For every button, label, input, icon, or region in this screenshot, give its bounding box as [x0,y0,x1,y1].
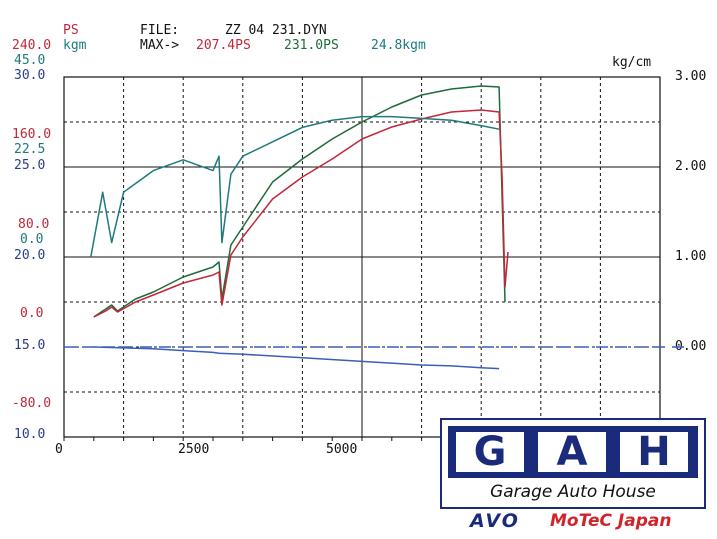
axis-tick-label: 10.0 [14,427,46,442]
gah-logo: G A H Garage Auto House [440,418,706,509]
series-line-blue [93,346,500,370]
series-line-teal [90,115,500,258]
kgm-unit-label: kgm [63,38,87,53]
axis-tick-label: 30.0 [14,68,46,83]
axis-tick-label: 15.0 [14,338,46,353]
max-kgm: 24.8kgm [371,38,426,53]
right-tick-label: 1.00 [675,249,707,264]
gah-logo-banner: G A H [448,426,698,478]
file-name: ZZ 04 231.DYN [225,23,327,38]
ps-tick-label: 0.0 [20,306,44,321]
right-tick-label: 3.00 [675,69,707,84]
right-axis-unit: kg/cm [612,55,652,70]
file-label: FILE: [140,23,180,38]
logo-letter: H [620,432,688,472]
chart-grid [63,76,690,441]
logo-letter: A [538,432,606,472]
motec-logo: MoTeC Japan [550,511,672,531]
ps-tick-label: 80.0 [18,217,50,232]
max-label: MAX-> [140,38,180,53]
x-tick-label: 5000 [326,442,358,457]
sponsor-logos: AVO MoTeC Japan [470,510,710,532]
max-ps-red: 207.4PS [196,38,251,53]
logo-letter: G [456,432,524,472]
ps-tick-label: -80.0 [12,396,52,411]
right-tick-label: 2.00 [675,159,707,174]
axis-tick-label: 25.0 [14,158,46,173]
avo-logo: AVO [470,510,520,532]
axis-tick-label: 20.0 [14,248,46,263]
kgm-tick-label: 45.0 [14,53,46,68]
chart-series [90,85,509,370]
kgm-tick-label: 0.0 [20,232,44,247]
max-ps-green: 231.0PS [284,38,339,53]
x-tick-label: 0 [55,442,63,457]
series-line-green [93,85,506,318]
x-tick-label: 2500 [178,442,210,457]
ps-unit-label: PS [63,23,79,38]
right-tick-label: 0.00 [675,339,707,354]
logo-subtitle: Garage Auto House [490,482,656,502]
series-line-red [93,109,509,318]
kgm-tick-label: 22.5 [14,142,46,157]
ps-tick-label: 240.0 [12,38,52,53]
ps-tick-label: 160.0 [12,127,52,142]
